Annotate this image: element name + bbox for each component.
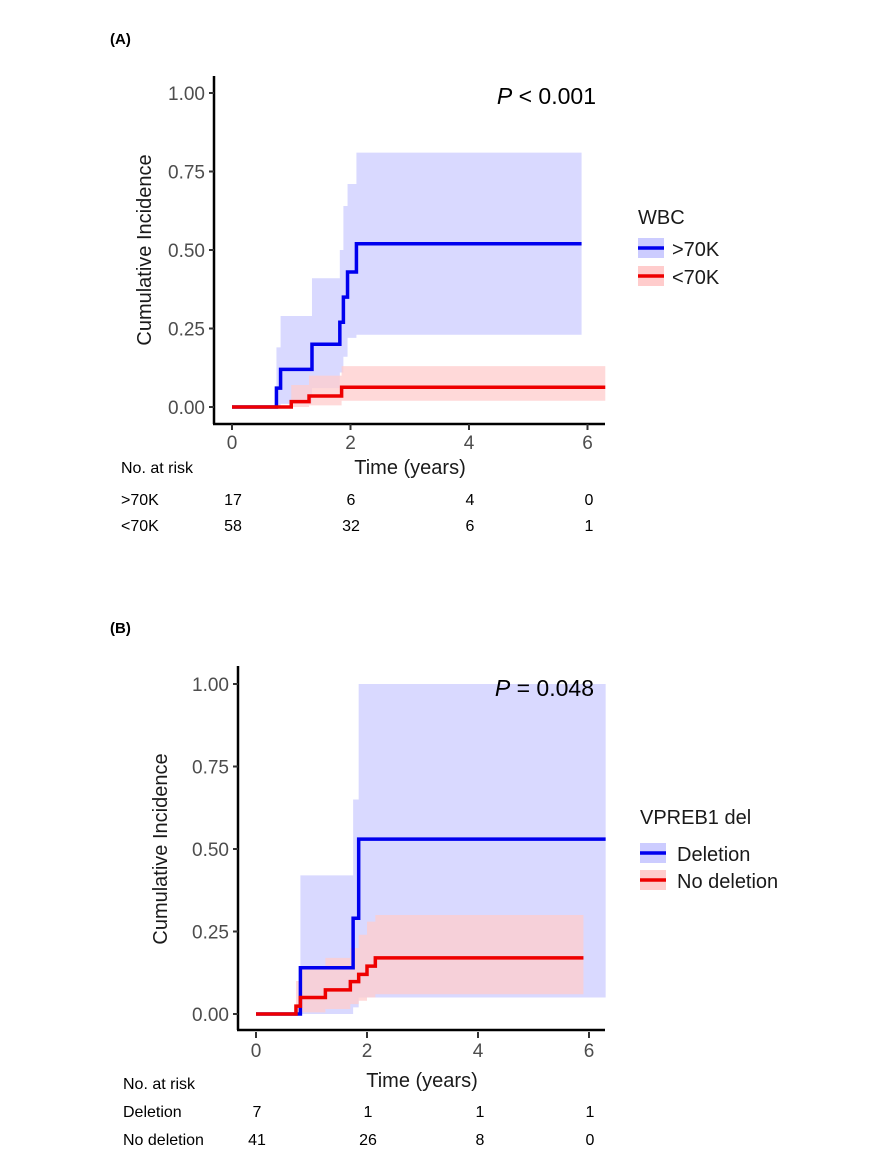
y-tick-label: 0.50 xyxy=(168,241,205,262)
risk-cell: 41 xyxy=(248,1132,266,1149)
risk-cell: 58 xyxy=(224,518,242,535)
incidence-line-series-1 xyxy=(232,385,606,409)
incidence-curves xyxy=(232,241,606,409)
y-tick-label: 0.25 xyxy=(192,923,229,944)
risk-cell: 8 xyxy=(476,1132,485,1149)
p-symbol: P xyxy=(497,83,513,109)
p-value: = 0.048 xyxy=(510,675,594,701)
incidence-line-series-0 xyxy=(232,241,582,409)
y-ticks: 0.00 0.25 0.50 0.75 1.00 xyxy=(192,675,238,1026)
risk-table: No. at risk >70K <70K 17 6 4 0 58 32 6 1 xyxy=(121,460,594,535)
legend: VPREB1 del Deletion No deletion xyxy=(640,807,778,893)
risk-cell: 32 xyxy=(342,518,360,535)
risk-row-label-0: Deletion xyxy=(123,1104,182,1121)
panel-label: (A) xyxy=(110,31,131,48)
risk-cell: 0 xyxy=(585,492,594,509)
y-axis-title: Cumulative Incidence xyxy=(150,753,172,944)
risk-cell: 17 xyxy=(224,492,242,509)
x-tick-label: 0 xyxy=(251,1041,262,1062)
risk-cell: 4 xyxy=(466,492,475,509)
y-tick-label: 0.50 xyxy=(192,840,229,861)
y-axis-title: Cumulative Incidence xyxy=(134,154,156,345)
p-value: < 0.001 xyxy=(512,83,596,109)
risk-cell: 6 xyxy=(347,492,356,509)
y-tick-label: 1.00 xyxy=(168,84,205,105)
risk-cell: 1 xyxy=(364,1104,373,1121)
risk-table-title: No. at risk xyxy=(121,460,194,477)
x-tick-label: 4 xyxy=(464,433,475,454)
x-ticks: 0 2 4 6 xyxy=(251,1032,595,1062)
panel-b: (B) 0.00 0.25 0.50 0.75 1.00 0 2 4 6 Cumulative… xyxy=(110,620,778,1149)
x-axis-title: Time (years) xyxy=(354,457,465,479)
risk-table-title: No. at risk xyxy=(123,1076,196,1093)
legend-title: WBC xyxy=(638,207,685,229)
risk-cell: 1 xyxy=(476,1104,485,1121)
x-tick-label: 2 xyxy=(345,433,356,454)
y-ticks: 0.00 0.25 0.50 0.75 1.00 xyxy=(168,84,214,419)
x-ticks: 0 2 4 6 xyxy=(227,424,593,454)
x-tick-label: 0 xyxy=(227,433,238,454)
legend: WBC >70K <70K xyxy=(638,207,720,289)
p-value-annotation: P < 0.001 xyxy=(497,83,596,109)
risk-cell: 26 xyxy=(359,1132,377,1149)
risk-table: No. at risk Deletion No deletion 7 1 1 1… xyxy=(123,1076,595,1149)
y-tick-label: 0.25 xyxy=(168,320,205,341)
legend-label-1: No deletion xyxy=(677,871,778,893)
incidence-curves xyxy=(256,837,606,1016)
incidence-line-series-1 xyxy=(256,956,584,1016)
x-axis-title: Time (years) xyxy=(366,1070,477,1092)
risk-cell: 0 xyxy=(586,1132,595,1149)
x-tick-label: 2 xyxy=(362,1041,373,1062)
p-value-annotation: P = 0.048 xyxy=(495,675,594,701)
x-tick-label: 4 xyxy=(473,1041,484,1062)
legend-label-1: <70K xyxy=(672,267,720,289)
risk-cell: 7 xyxy=(253,1104,262,1121)
legend-label-0: >70K xyxy=(672,239,720,261)
incidence-line-series-0 xyxy=(256,837,606,1016)
confidence-bands xyxy=(256,684,606,1014)
legend-label-0: Deletion xyxy=(677,844,750,866)
x-tick-label: 6 xyxy=(582,433,593,454)
risk-cell: 1 xyxy=(586,1104,595,1121)
legend-title: VPREB1 del xyxy=(640,807,751,829)
panel-label: (B) xyxy=(110,620,131,637)
risk-row-label-1: <70K xyxy=(121,518,159,535)
risk-cell: 6 xyxy=(466,518,475,535)
y-tick-label: 0.75 xyxy=(192,758,229,779)
panel-a: (A) 0.00 0.25 0.50 0.75 1.00 0 2 4 6 Cumulative… xyxy=(110,31,720,535)
risk-cell: 1 xyxy=(585,518,594,535)
risk-row-label-1: No deletion xyxy=(123,1132,204,1149)
risk-row-label-0: >70K xyxy=(121,492,159,509)
y-tick-label: 0.75 xyxy=(168,163,205,184)
x-tick-label: 6 xyxy=(584,1041,595,1062)
p-symbol: P xyxy=(495,675,511,701)
y-tick-label: 0.00 xyxy=(192,1005,229,1026)
y-tick-label: 1.00 xyxy=(192,675,229,696)
y-tick-label: 0.00 xyxy=(168,398,205,419)
